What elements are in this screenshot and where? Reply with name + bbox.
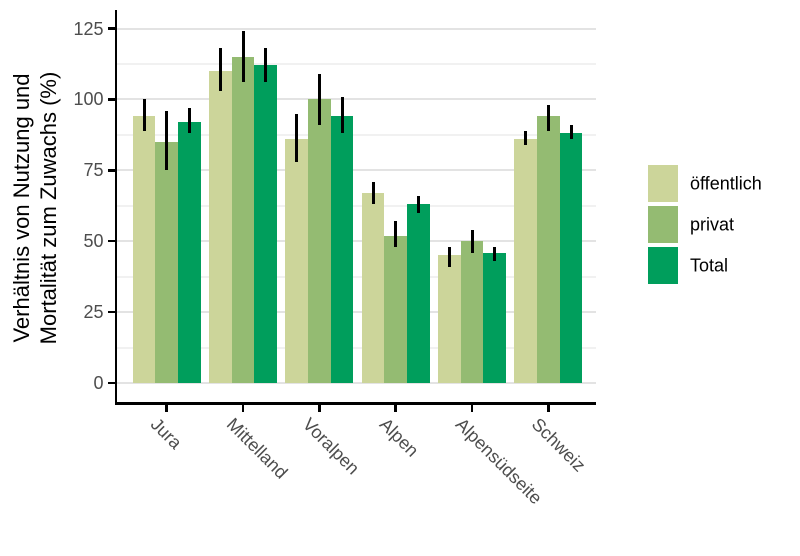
gridline-major xyxy=(117,382,596,384)
bar-privat-Jura xyxy=(155,141,179,383)
errorbar-öffentlich-Schweiz xyxy=(524,130,528,145)
x-tick-label-Jura: Jura xyxy=(146,414,186,453)
y-tickmark xyxy=(107,169,115,172)
legend-key-swatch xyxy=(648,165,678,202)
x-tickmark xyxy=(165,404,168,412)
errorbar-Total-Alpensüdseite xyxy=(493,246,497,262)
y-axis-title: Verhältnis von Nutzung und Mortalität zu… xyxy=(8,38,64,378)
bar-öffentlich-Jura xyxy=(132,116,156,383)
errorbar-privat-Voralpen xyxy=(317,73,321,125)
legend-label: privat xyxy=(690,214,735,235)
errorbar-privat-Mittelland xyxy=(241,31,245,83)
bar-öffentlich-Alpensüdseite xyxy=(438,255,461,383)
gridline-minor xyxy=(117,346,596,349)
y-axis-line xyxy=(114,10,117,405)
y-tick-label: 0 xyxy=(93,373,104,393)
errorbar-privat-Jura xyxy=(165,110,169,171)
y-tick-label: 25 xyxy=(83,302,104,323)
y-tickmark xyxy=(107,98,115,101)
x-tick-label-Voralpen: Voralpen xyxy=(299,414,364,479)
bar-privat-Alpen xyxy=(384,235,407,383)
y-tickmark xyxy=(107,239,115,243)
bar-privat-Mittelland xyxy=(231,56,255,383)
errorbar-Total-Jura xyxy=(187,107,191,134)
bar-Total-Mittelland xyxy=(254,65,278,383)
y-tick-label: 50 xyxy=(83,231,104,252)
y-tick-label: 75 xyxy=(83,160,104,181)
x-tickmark xyxy=(394,404,397,412)
bar-öffentlich-Mittelland xyxy=(209,71,232,383)
gridline-minor xyxy=(117,62,596,65)
legend-key-swatch xyxy=(648,247,678,284)
errorbar-Total-Alpen xyxy=(416,195,420,213)
errorbar-privat-Alpensüdseite xyxy=(470,229,474,253)
errorbar-öffentlich-Jura xyxy=(142,99,146,131)
errorbar-öffentlich-Alpen xyxy=(371,181,375,205)
errorbar-privat-Schweiz xyxy=(546,105,550,131)
legend-item-öffentlich: öffentlich xyxy=(648,165,798,203)
gridline-major xyxy=(117,169,596,172)
bar-öffentlich-Alpen xyxy=(361,192,385,383)
errorbar-Total-Mittelland xyxy=(264,48,268,83)
gridline-minor xyxy=(117,204,596,207)
bar-öffentlich-Voralpen xyxy=(285,139,308,383)
y-tickmark xyxy=(107,27,115,30)
x-tickmark xyxy=(547,404,550,412)
y-tick-label: 125 xyxy=(73,18,104,39)
bar-privat-Alpensüdseite xyxy=(460,241,484,383)
gridline-minor xyxy=(117,133,596,136)
gridline-major xyxy=(117,98,596,101)
bar-Total-Schweiz xyxy=(559,133,583,383)
errorbar-privat-Alpen xyxy=(394,221,398,247)
errorbar-öffentlich-Mittelland xyxy=(218,48,222,91)
legend-label: öffentlich xyxy=(690,173,762,194)
errorbar-öffentlich-Voralpen xyxy=(295,113,299,162)
x-tickmark xyxy=(241,404,245,412)
y-axis-title-line1: Verhältnis von Nutzung und xyxy=(9,73,34,343)
x-tick-label-Schweiz: Schweiz xyxy=(528,414,590,476)
y-axis-title-line2: Mortalität zum Zuwachs (%) xyxy=(36,71,61,345)
x-tick-label-Alpen: Alpen xyxy=(375,414,423,461)
gridline-minor xyxy=(117,275,596,278)
bar-Total-Alpensüdseite xyxy=(483,252,506,383)
bar-öffentlich-Schweiz xyxy=(514,139,537,383)
x-tickmark xyxy=(470,404,474,412)
legend-label: Total xyxy=(690,255,729,276)
y-tickmark xyxy=(107,381,115,385)
errorbar-Total-Voralpen xyxy=(340,96,344,134)
legend-item-Total: Total xyxy=(648,247,798,285)
gridline-major xyxy=(117,240,596,243)
bar-Total-Voralpen xyxy=(330,116,354,383)
legend-item-privat: privat xyxy=(648,206,798,244)
bar-privat-Schweiz xyxy=(537,116,560,383)
bar-Total-Alpen xyxy=(407,204,430,383)
x-tick-label-Mittelland: Mittelland xyxy=(222,414,292,483)
bar-Total-Jura xyxy=(178,122,201,383)
legend-key-swatch xyxy=(648,206,678,243)
x-axis-line xyxy=(114,402,596,405)
y-tick-label: 100 xyxy=(73,89,104,110)
gridline-major xyxy=(117,311,596,314)
x-tickmark xyxy=(318,404,321,412)
y-tickmark xyxy=(107,310,115,314)
gridline-major xyxy=(117,27,596,30)
bar-privat-Voralpen xyxy=(308,99,331,383)
errorbar-öffentlich-Alpensüdseite xyxy=(447,246,451,267)
errorbar-Total-Schweiz xyxy=(569,124,573,140)
